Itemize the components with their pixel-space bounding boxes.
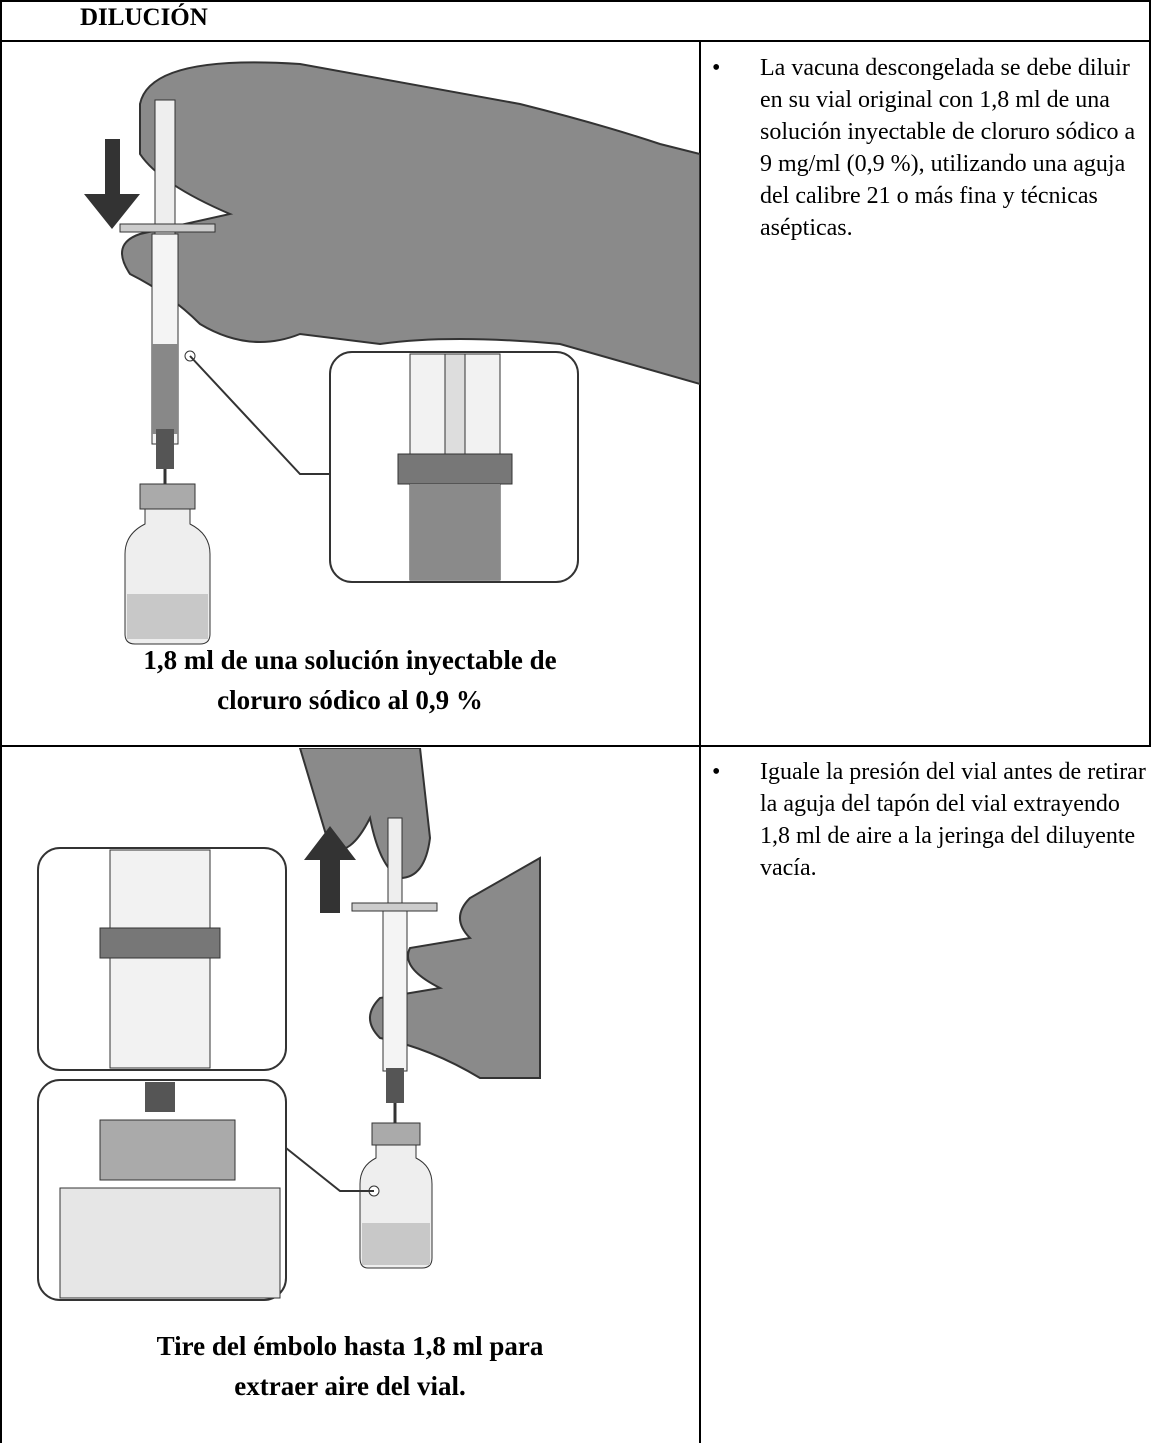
border: [0, 745, 1151, 747]
bullet: •: [712, 55, 721, 81]
caption: 1,8 ml de una solución inyectable de clo…: [0, 640, 700, 720]
header-title: DILUCIÓN: [80, 4, 208, 31]
border: [0, 0, 1151, 2]
caption-line: extraer aire del vial.: [234, 1371, 466, 1401]
illustration: [37, 748, 541, 1301]
instruction-text: Iguale la presión del vial antes de reti…: [760, 759, 1146, 881]
illustration: [84, 61, 700, 645]
border: [1149, 0, 1151, 746]
caption-line: Tire del émbolo hasta 1,8 ml para: [156, 1331, 544, 1361]
instruction-text: La vacuna descongelada se debe diluir en…: [760, 55, 1136, 241]
caption: Tire del émbolo hasta 1,8 ml para extrae…: [0, 1326, 700, 1406]
bullet: •: [712, 759, 721, 785]
border: [699, 40, 701, 1443]
caption-line: cloruro sódico al 0,9 %: [217, 685, 483, 715]
border: [0, 0, 2, 1443]
border: [0, 40, 1151, 42]
caption-line: 1,8 ml de una solución inyectable de: [143, 645, 557, 675]
